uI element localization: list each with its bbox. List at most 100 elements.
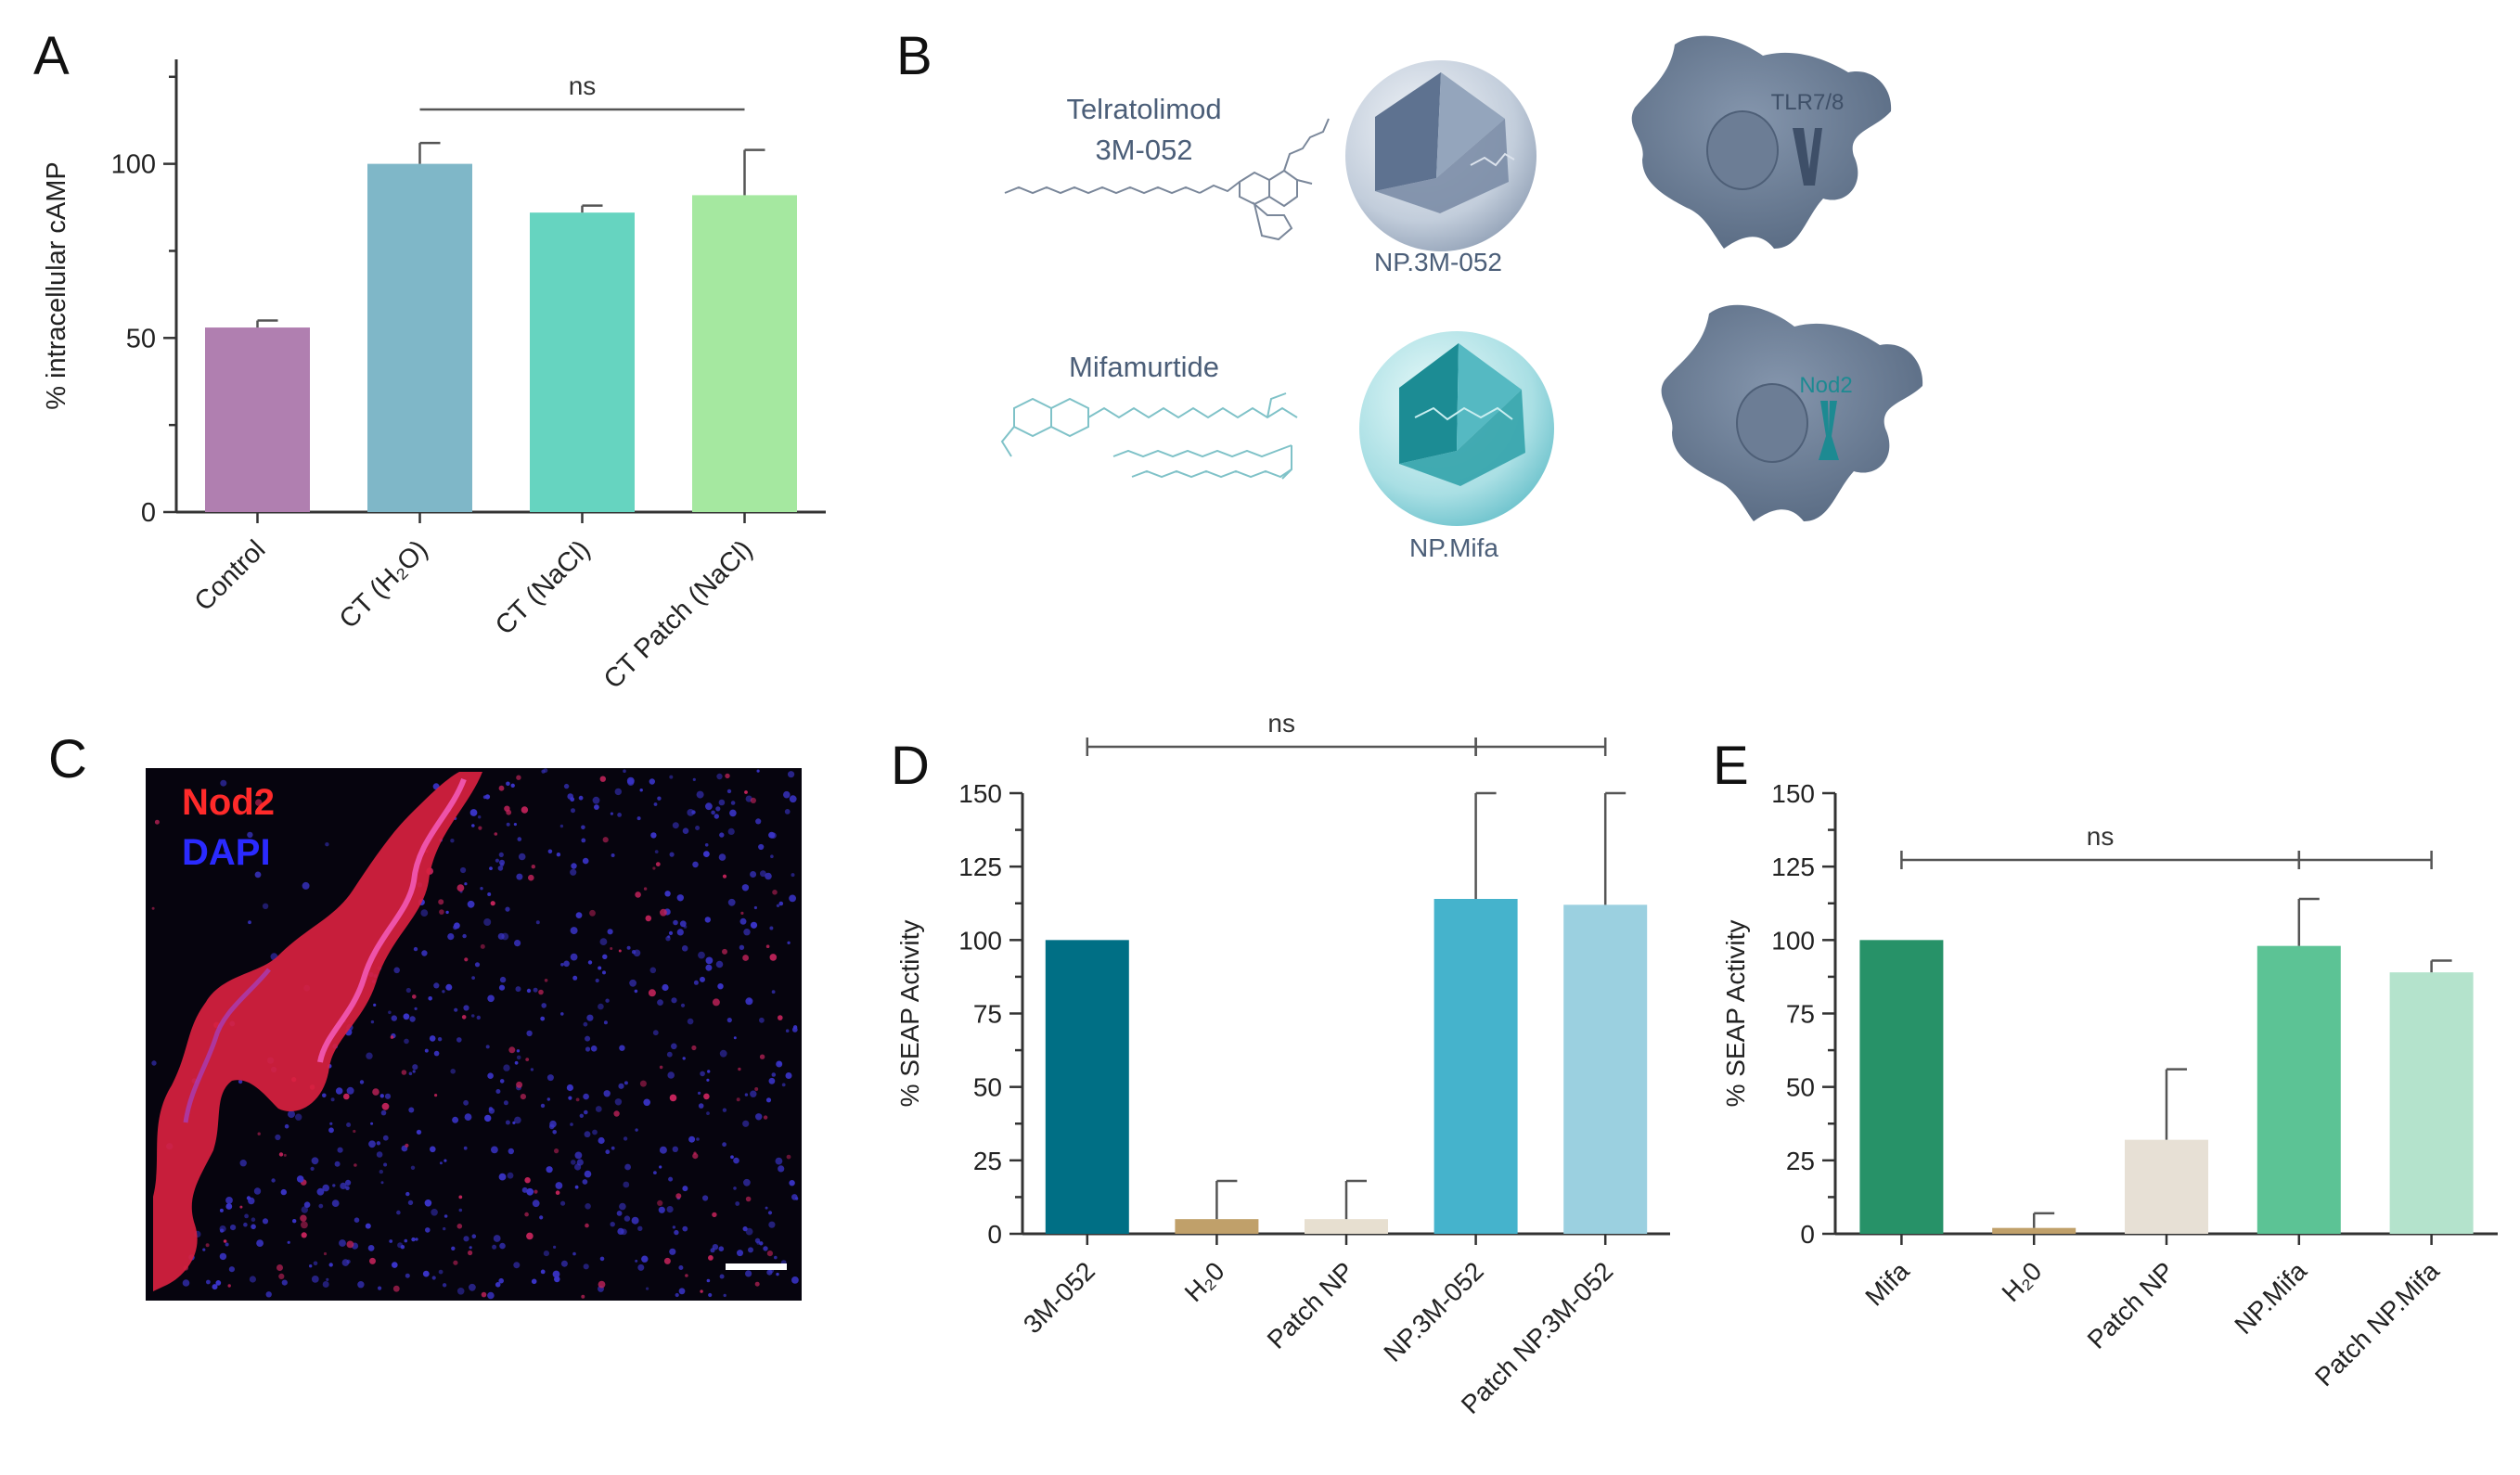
nucleus-dot [513,823,518,827]
nucleus-dot [220,779,227,787]
nucleus-dot [476,1015,481,1020]
nucleus-dot [654,850,659,853]
nucleus-dot [535,920,540,925]
nucleus-dot [370,1020,375,1024]
nucleus-dot [370,1122,374,1125]
nucleus-dot [785,1029,790,1032]
nucleus-dot [424,1199,432,1207]
nucleus-dot [438,899,444,905]
nucleus-dot [280,1188,287,1196]
bar [1992,1227,2076,1234]
panel-b-letter: B [896,26,932,86]
x-tick-label: H₂0 [1179,1256,1230,1307]
nucleus-dot [730,801,736,805]
nucleus-dot [514,1060,519,1065]
nucleus-dot [404,1038,409,1045]
nucleus-dot [750,1090,757,1097]
nucleus-dot [733,1157,739,1164]
nucleus-dot [278,1152,284,1157]
bar [205,327,310,512]
panel-b-schematic: Telratolimod 3M-052 NP.3M-052 TLR7/8 [1000,35,1923,562]
nucleus-dot [619,1202,626,1211]
nucleus-dot [718,799,726,806]
nucleus-dot [581,825,585,830]
nucleus-dot [381,1102,390,1110]
nucleus-dot [429,1035,436,1042]
y-tick-label: 50 [126,324,156,353]
nucleus-dot [668,930,674,936]
nucleus-dot [554,1276,560,1283]
panel-d-bar-chart: 0 25 50 75 100 125 150 % SEAP Activity 3M-052 H₂0… [895,709,1670,1419]
nucleus-dot [719,832,725,838]
nucleus-dot [579,1113,584,1119]
bar [1045,940,1129,1234]
nucleus-dot [392,1285,400,1292]
nucleus-dot [719,1049,727,1058]
nucleus-dot [405,1273,410,1278]
x-tick-label: H₂0 [1997,1256,2048,1307]
nucleus-dot [311,1276,319,1283]
nucleus-dot [411,1237,416,1242]
nucleus-dot [770,854,774,858]
nucleus-dot [376,1141,381,1146]
nucleus-dot [415,1238,418,1241]
nucleus-dot [784,809,791,814]
nucleus-dot [247,831,253,839]
nucleus-dot [326,1277,329,1281]
nucleus-dot [412,1070,416,1073]
nucleus-dot [783,790,791,799]
y-axis-title: % intracellular cAMP [42,161,71,410]
nucleus-dot [310,1166,315,1171]
telratolimod-label: Telratolimod [1066,93,1221,125]
nucleus-dot [243,1222,248,1227]
nucleus-dot [706,1078,710,1082]
bar [1563,904,1648,1234]
nucleus-dot [657,999,663,1006]
nucleus-dot [489,866,493,870]
nucleus-dot [463,1146,468,1150]
nucleus-dot [354,1217,360,1223]
nucleus-dot [792,1025,798,1030]
nucleus-dot [469,1246,472,1250]
nucleus-dot [458,1208,463,1212]
nucleus-dot [443,1226,446,1231]
nucleus-dot [607,929,613,935]
nucleus-dot [329,1122,333,1125]
nucleus-dot [730,1155,734,1160]
nucleus-dot [703,1093,710,1100]
nucleus-dot [380,1181,384,1185]
nucleus-dot [678,1265,684,1270]
bar [367,163,472,512]
nucleus-dot [794,1197,799,1200]
nucleus-dot [512,1121,516,1124]
nucleus-dot [639,1080,647,1087]
tlr7-8-receptor-label: TLR7/8 [1771,90,1845,115]
nucleus-dot [474,962,481,968]
nucleus-dot [748,1247,753,1253]
dapi-stain-label: DAPI [182,832,271,873]
nucleus-dot [768,1077,776,1084]
nucleus-dot [696,1137,700,1141]
nucleus-dot [659,1165,662,1169]
nucleus-dot [480,887,483,891]
nucleus-dot [499,1242,506,1250]
nucleus-dot [508,1046,516,1054]
nucleus-dot [778,901,784,906]
nucleus-dot [517,837,522,841]
nucleus-dot [668,1176,674,1182]
x-tick-label: Patch NP [1262,1256,1360,1354]
nucleus-dot [653,1171,657,1174]
nucleus-dot [598,966,602,970]
nucleus-dot [719,1274,725,1279]
nucleus-dot [450,1069,456,1074]
nucleus-dot [332,1184,336,1187]
nucleus-dot [325,842,329,847]
nucleus-dot [679,920,687,928]
nucleus-dot [458,1195,463,1199]
nucleus-dot [648,989,656,997]
nucleus-dot [521,1186,528,1193]
nucleus-dot [767,1211,773,1215]
nucleus-dot [322,1093,327,1098]
nucleus-dot [739,917,747,925]
nucleus-dot [726,789,732,794]
